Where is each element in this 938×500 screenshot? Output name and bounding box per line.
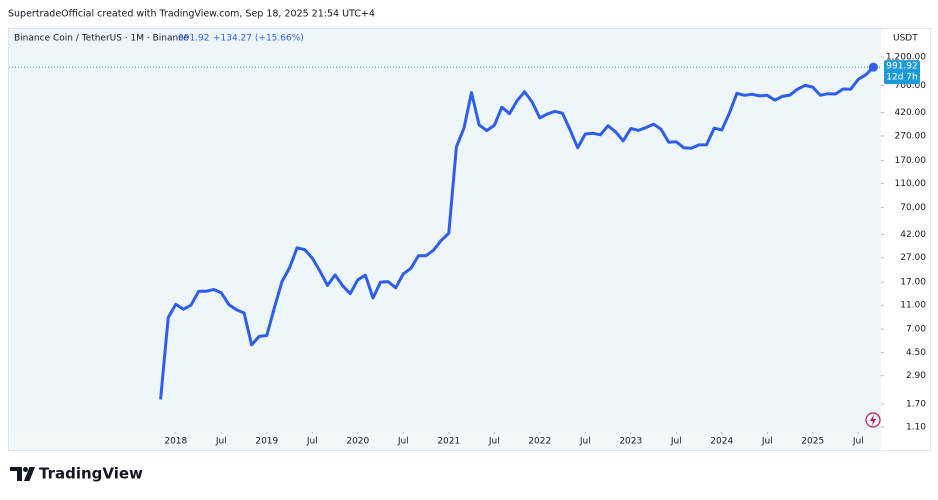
attribution: SupertradeOfficial created with TradingV…	[8, 9, 375, 20]
y-tick-label: 4.50	[906, 348, 926, 358]
y-tick-label: 70.00	[900, 203, 926, 213]
y-tick-label: 110.00	[895, 179, 927, 189]
x-tick-label: 2023	[619, 437, 642, 447]
x-tick-label: Jul	[761, 437, 773, 447]
y-tick-label: 7.00	[906, 325, 926, 335]
price-tag	[884, 60, 920, 85]
x-tick-label: Jul	[670, 437, 682, 447]
price-change: +134.27 (+15.66%)	[213, 34, 304, 44]
x-tick-label: Jul	[306, 437, 318, 447]
y-tick-label: 27.00	[900, 253, 926, 263]
x-tick-label: 2024	[710, 437, 733, 447]
alert-bolt	[870, 414, 876, 426]
x-tick-label: 2021	[437, 437, 460, 447]
y-tick-label: 700.00	[895, 81, 927, 91]
x-tick-label: 2019	[255, 437, 278, 447]
logo	[10, 467, 35, 481]
y-tick-label: 2.90	[906, 371, 926, 381]
chart-title: Binance Coin / TetherUS · 1M · Binance	[14, 34, 189, 44]
plot-area	[9, 29, 881, 432]
currency: USDT	[893, 34, 918, 44]
price-tag-value: 991.92	[886, 62, 918, 72]
time-axis	[9, 432, 881, 450]
y-tick-label: 270.00	[895, 131, 927, 141]
price-tag-countdown: 12d 7h	[886, 73, 917, 83]
y-tick-label: 1.10	[906, 422, 926, 432]
x-tick-label: 2022	[528, 437, 551, 447]
y-tick-label: 1.70	[906, 399, 926, 409]
x-tick-label: Jul	[579, 437, 591, 447]
price-line	[159, 65, 875, 400]
last-price-dot	[868, 62, 878, 72]
x-tick-label: 2018	[164, 437, 187, 447]
y-tick-label: 420.00	[895, 108, 927, 118]
x-tick-label: Jul	[215, 437, 227, 447]
x-tick-label: 2020	[346, 437, 369, 447]
brand: TradingView	[39, 465, 143, 483]
x-tick-label: Jul	[397, 437, 409, 447]
x-tick-label: Jul	[488, 437, 500, 447]
x-tick-label: 2025	[801, 437, 824, 447]
y-tick-label: 170.00	[895, 156, 927, 166]
y-tick-label: 11.00	[900, 301, 926, 311]
x-tick-label: Jul	[852, 437, 864, 447]
alert-icon[interactable]	[865, 412, 881, 428]
last-price: 991.92	[178, 34, 210, 44]
y-tick-label: 1,200.00	[886, 53, 926, 63]
y-tick-label: 42.00	[900, 230, 926, 240]
y-tick-label: 17.00	[900, 278, 926, 288]
